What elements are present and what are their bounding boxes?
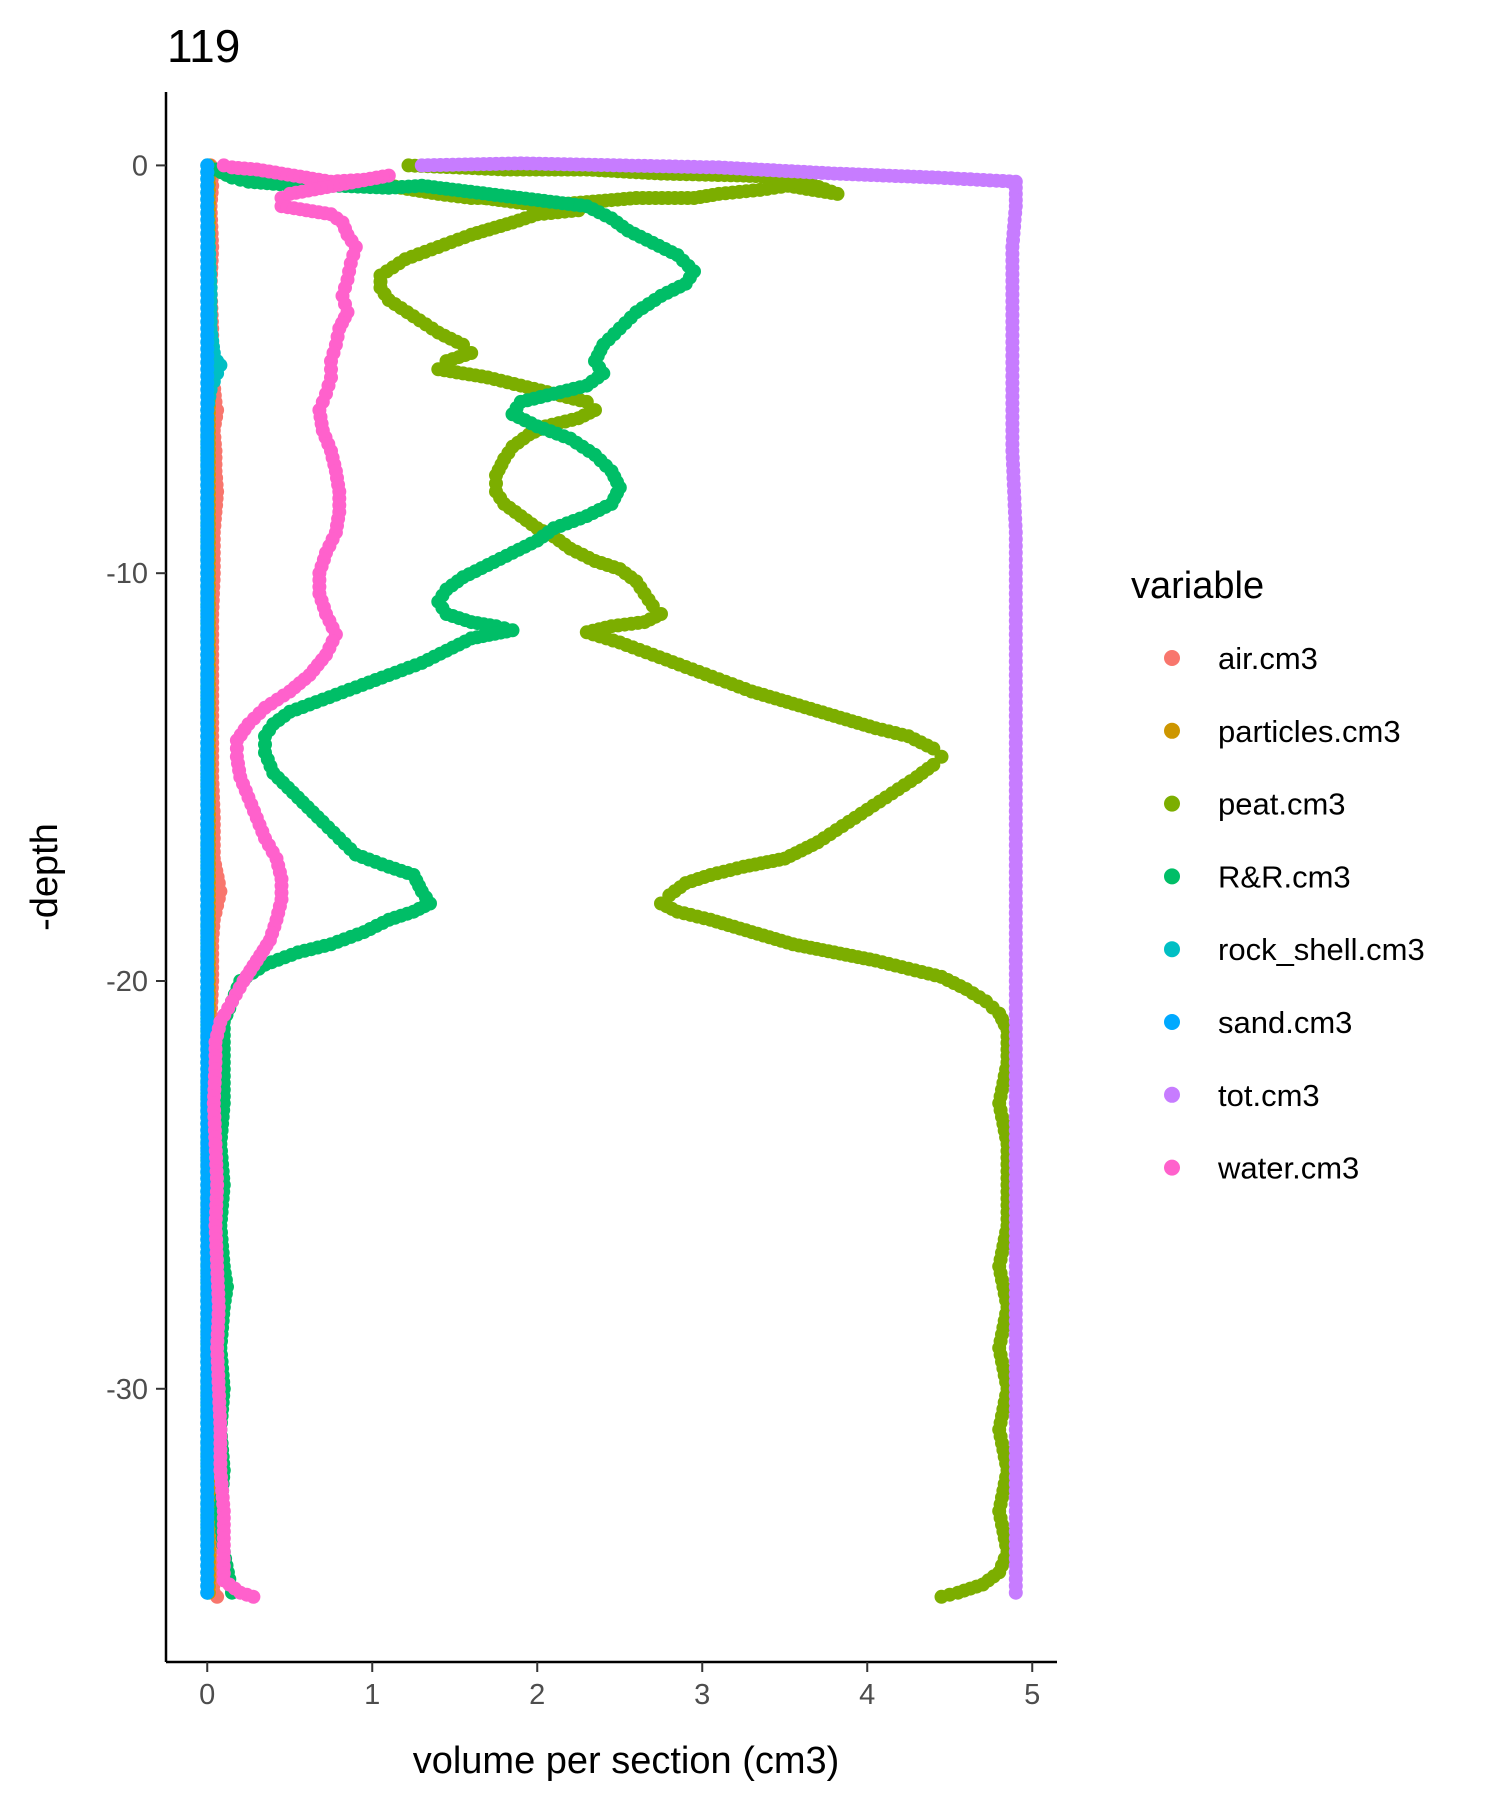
legend-key <box>1164 1086 1180 1103</box>
legend-key <box>1164 650 1180 666</box>
legend-label: sand.cm3 <box>1218 1005 1352 1040</box>
data-point <box>1008 1585 1023 1600</box>
y-tick-label: 0 <box>132 150 148 182</box>
x-tick-label: 1 <box>364 1679 380 1711</box>
legend-item: peat.cm3 <box>1164 787 1346 822</box>
series-tot-cm3 <box>414 156 1023 1600</box>
data-point <box>246 1589 261 1604</box>
y-axis-title: -depth <box>24 823 66 931</box>
legend-item: water.cm3 <box>1164 1151 1359 1186</box>
data-point <box>200 1585 215 1600</box>
legend-key <box>1164 722 1180 739</box>
y-tick-label: -30 <box>106 1374 148 1406</box>
legend: variable air.cm3 particles.cm3 peat.cm3 R&R… <box>1131 565 1425 1186</box>
y-tick-label: -20 <box>106 966 148 998</box>
legend-label: particles.cm3 <box>1218 714 1401 749</box>
y-tick-label: -10 <box>106 558 148 590</box>
legend-label: peat.cm3 <box>1218 787 1346 822</box>
x-axis-title: volume per section (cm3) <box>413 1740 840 1782</box>
legend-item: particles.cm3 <box>1164 714 1401 749</box>
x-tick-label: 5 <box>1024 1679 1040 1711</box>
legend-label: R&R.cm3 <box>1218 859 1351 894</box>
x-tick-label: 0 <box>199 1679 215 1711</box>
x-tick-label: 2 <box>529 1679 545 1711</box>
legend-item: rock_shell.cm3 <box>1164 932 1425 967</box>
legend-item: sand.cm3 <box>1164 1005 1352 1040</box>
legend-item: air.cm3 <box>1164 641 1318 676</box>
legend-item: tot.cm3 <box>1164 1078 1320 1113</box>
legend-key <box>1164 1014 1180 1030</box>
series-peat-cm3 <box>373 158 1015 1604</box>
points-layer <box>200 156 1023 1604</box>
legend-label: rock_shell.cm3 <box>1218 932 1425 967</box>
chart-title: 119 <box>167 20 240 72</box>
legend-label: tot.cm3 <box>1218 1078 1320 1113</box>
legend-item: R&R.cm3 <box>1164 859 1351 894</box>
legend-label: air.cm3 <box>1218 641 1318 676</box>
legend-key <box>1164 1159 1180 1176</box>
legend-items: air.cm3 particles.cm3 peat.cm3 R&R.cm3 rock_… <box>1164 641 1425 1186</box>
y-ticks: 0 -10 -20 -30 <box>106 150 166 1406</box>
x-tick-label: 3 <box>694 1679 710 1711</box>
legend-key <box>1164 795 1180 812</box>
legend-title: variable <box>1131 565 1264 607</box>
x-tick-label: 4 <box>859 1679 875 1711</box>
series-water-cm3 <box>206 158 396 1604</box>
legend-label: water.cm3 <box>1217 1151 1359 1186</box>
data-point <box>934 1589 949 1604</box>
legend-key <box>1164 941 1180 958</box>
x-ticks: 0 1 2 3 4 5 <box>199 1662 1040 1711</box>
legend-key <box>1164 868 1180 885</box>
